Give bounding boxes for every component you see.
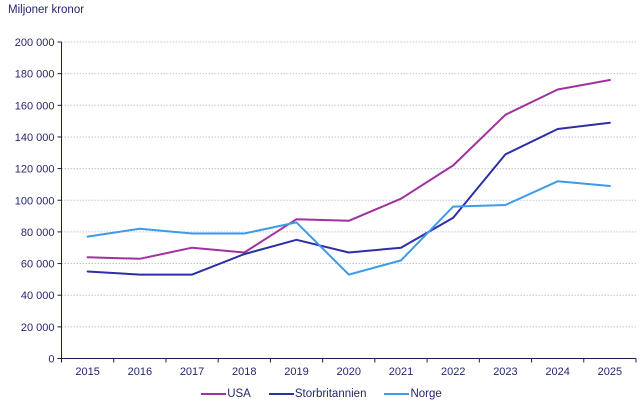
chart-title: Miljoner kronor xyxy=(8,4,85,16)
legend-line-norge xyxy=(384,393,410,395)
legend-line-storbritannien xyxy=(268,393,294,395)
legend-item-storbritannien: Storbritannien xyxy=(268,388,367,400)
legend-item-usa: USA xyxy=(201,388,251,400)
series-line-storbritannien xyxy=(86,121,611,276)
y-tick-label: 40 000 xyxy=(21,290,55,302)
y-tick-label: 60 000 xyxy=(21,259,55,271)
y-tick-label: 200 000 xyxy=(15,37,55,49)
x-tick-label: 2024 xyxy=(545,366,569,378)
series-line-usa xyxy=(86,79,611,260)
y-tick-label: 160 000 xyxy=(15,100,55,112)
x-tick-label: 2016 xyxy=(128,366,152,378)
series-line-norge xyxy=(86,180,611,276)
x-tick-label: 2025 xyxy=(598,366,622,378)
legend-item-norge: Norge xyxy=(384,388,442,400)
x-tick-label: 2015 xyxy=(75,366,99,378)
y-tick-label: 180 000 xyxy=(15,69,55,81)
x-tick-label: 2020 xyxy=(337,366,361,378)
y-tick-label: 20 000 xyxy=(21,322,55,334)
y-tick-label: 100 000 xyxy=(15,195,55,207)
x-tick-label: 2018 xyxy=(232,366,256,378)
legend-label-storbritannien: Storbritannien xyxy=(294,388,367,400)
legend: USA Storbritannien Norge xyxy=(0,388,643,400)
x-tick-label: 2023 xyxy=(493,366,517,378)
x-tick-label: 2017 xyxy=(180,366,204,378)
y-tick-label: 0 xyxy=(48,354,54,366)
y-tick-label: 80 000 xyxy=(21,227,55,239)
legend-label-norge: Norge xyxy=(410,388,442,400)
x-tick-label: 2019 xyxy=(284,366,308,378)
x-tick-label: 2022 xyxy=(441,366,465,378)
y-tick-label: 140 000 xyxy=(15,132,55,144)
legend-line-usa xyxy=(201,393,227,395)
x-tick-label: 2021 xyxy=(389,366,413,378)
plot-area: 0 20 000 40 000 60 000 80 000 100 000 120 000 1… xyxy=(15,37,637,378)
legend-label-usa: USA xyxy=(227,388,251,400)
y-tick-label: 120 000 xyxy=(15,164,55,176)
